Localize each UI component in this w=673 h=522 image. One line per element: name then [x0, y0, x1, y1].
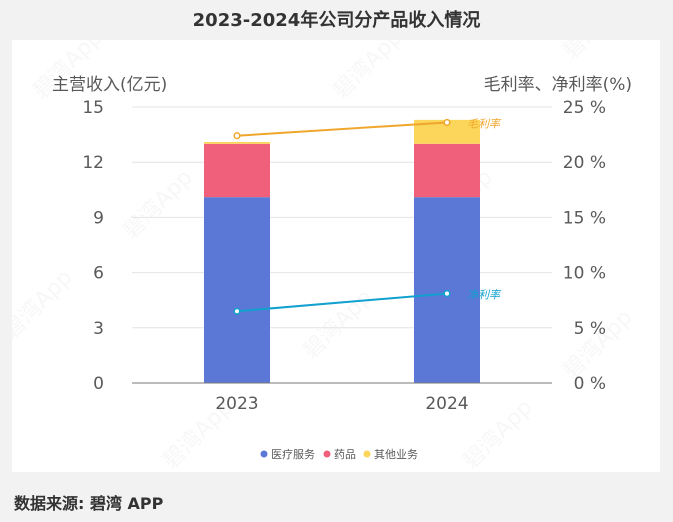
- bar-segment: [204, 197, 270, 383]
- legend-marker: [323, 450, 331, 458]
- legend-marker: [260, 450, 268, 458]
- y-tick-left: 6: [93, 264, 104, 284]
- series-line: [236, 121, 448, 137]
- x-tick-label: 2024: [425, 394, 468, 414]
- y-tick-left: 0: [93, 374, 104, 394]
- y-tick-left: 3: [93, 319, 104, 339]
- y-tick-right: 0 %: [574, 374, 606, 394]
- line-point: [233, 132, 241, 140]
- line-point: [233, 307, 241, 315]
- y-tick-left: 9: [93, 208, 104, 228]
- watermark-text: 碧湾App: [12, 265, 78, 344]
- legend-label: 医疗服务: [271, 447, 315, 461]
- chart-title: 2023-2024年公司分产品收入情况: [192, 10, 481, 31]
- legend-label: 其他业务: [374, 448, 418, 461]
- watermark-text: 碧湾App: [119, 165, 198, 244]
- line-label: 净利率: [467, 289, 502, 302]
- y-tick-right: 10 %: [563, 264, 606, 284]
- legend-label: 药品: [334, 448, 356, 461]
- y-tick-right: 15 %: [563, 208, 606, 228]
- bar-segment: [204, 143, 270, 198]
- y-tick-left: 15: [82, 98, 104, 118]
- line-label: 毛利率: [467, 117, 502, 130]
- legend-marker: [363, 450, 371, 458]
- watermark-text: 碧湾App: [559, 40, 638, 64]
- x-tick-label: 2023: [215, 394, 258, 414]
- y-tick-right: 25 %: [563, 98, 606, 118]
- watermark-text: 碧湾App: [299, 285, 378, 364]
- watermark-text: 碧湾App: [459, 395, 538, 472]
- y-tick-right: 5 %: [574, 319, 606, 339]
- bar-segment: [414, 119, 480, 144]
- y-axis-left-title: 主营收入(亿元): [52, 75, 167, 95]
- line-point: [443, 290, 451, 298]
- watermark-text: 碧湾App: [559, 305, 638, 384]
- line-point: [443, 118, 451, 127]
- bar-segment: [204, 141, 270, 144]
- y-tick-left: 12: [82, 153, 104, 173]
- series-line: [236, 292, 448, 313]
- watermark-text: 碧湾App: [329, 40, 408, 104]
- y-axis-right-title: 毛利率、净利率(%): [484, 75, 632, 95]
- source-note: 数据来源: 碧湾 APP: [14, 494, 164, 513]
- chart-panel: 碧湾App 碧湾App 碧湾App 碧湾App 碧湾App 碧湾App 碧湾App 碧湾App…: [12, 40, 660, 472]
- y-tick-right: 20 %: [563, 153, 606, 173]
- bar-segment: [414, 143, 480, 198]
